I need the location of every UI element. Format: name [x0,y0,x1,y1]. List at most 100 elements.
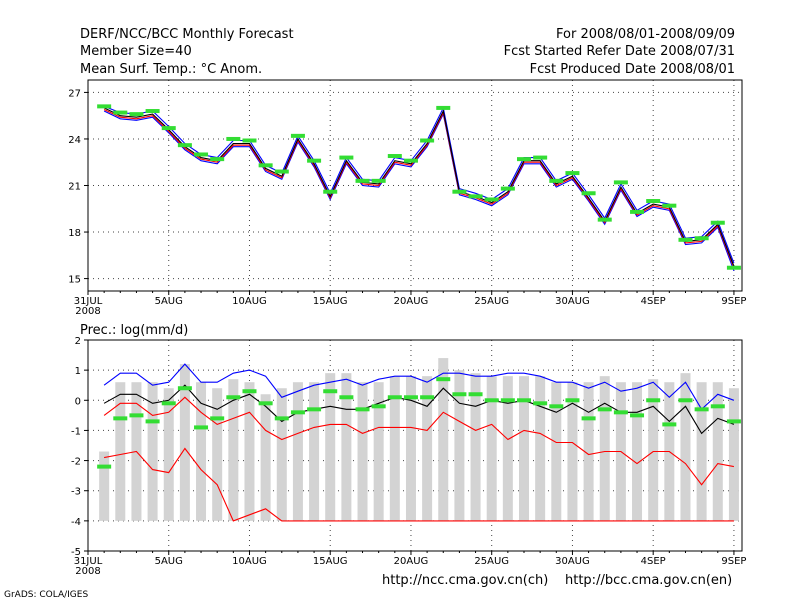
spread-bar [276,388,287,521]
climatology-marker [97,464,112,469]
climatology-marker [161,126,176,131]
climatology-marker [387,395,402,400]
climatology-marker [307,407,322,412]
spread-bar [309,382,320,521]
ncc-url[interactable]: http://ncc.cma.gov.cn(ch) [382,573,548,588]
y-tick-label: -4 [71,517,81,528]
x-tick-label: 10AUG [232,556,267,567]
y-tick-label: 24 [68,135,81,146]
spread-bar [728,388,739,521]
x-tick-label: 25AUG [474,296,509,307]
climatology-marker [258,401,273,406]
spread-bar [519,376,529,521]
spread-bar [373,382,384,521]
spread-bar [680,373,691,521]
spread-bar [583,382,594,521]
spread-bar [712,382,723,521]
climatology-marker [694,407,709,412]
climatology-marker [517,398,531,403]
climatology-marker [452,189,467,194]
climatology-marker [581,416,596,421]
y-tick-label: 15 [68,275,81,286]
climatology-marker [403,395,418,400]
climatology-marker [484,197,499,202]
spread-bar [470,373,481,521]
climatology-marker [517,157,531,162]
spread-bar [551,382,562,521]
climatology-marker [468,194,483,199]
climatology-marker [565,398,580,403]
climatology-marker [420,138,435,143]
climatology-marker [290,133,305,138]
x-tick-label: 20AUG [394,296,429,307]
climatology-marker [468,392,483,397]
x-tick-label: 25AUG [474,556,509,567]
spread-bar [454,370,465,521]
plot-frame [87,339,743,552]
spread-bar [341,373,352,521]
x-tick-label: 31JUL [74,296,103,307]
spread-bar [292,382,303,521]
produced-date: Fcst Produced Date 2008/08/01 [530,62,735,77]
climatology-marker [210,416,225,421]
climatology-marker [177,143,192,148]
y-tick-label: -2 [71,457,81,468]
spread-bar [486,376,497,521]
chart-title: DERF/NCC/BCC Monthly Forecast [80,27,294,42]
y-tick-label: 2 [75,336,81,347]
climatology-marker [323,389,338,394]
x-tick-label: 30AUG [555,296,590,307]
y-tick-label: -1 [71,426,81,437]
climatology-marker [145,109,160,114]
spread-bar [438,358,449,521]
climatology-marker [613,410,628,415]
series-line-lower-2 [103,110,735,271]
climatology-marker [177,386,192,391]
climatology-marker [436,377,451,382]
spread-bar [244,382,255,521]
climatology-marker [97,104,112,109]
x-tick-label: 30AUG [555,556,590,567]
climatology-marker [258,163,273,168]
climatology-marker [113,416,128,421]
climatology-marker [226,136,241,141]
x-tick-label: 10AUG [232,296,267,307]
climatology-marker [290,410,305,415]
climatology-marker [597,407,612,412]
spread-bar [163,388,174,521]
climatology-marker [630,413,645,418]
climatology-marker [646,199,661,204]
climatology-marker [323,189,338,194]
climatology-marker [533,155,548,160]
climatology-marker [710,220,725,225]
x-tick-label: 15AUG [313,556,348,567]
climatology-marker [371,404,386,409]
climatology-marker [597,217,612,222]
bcc-url[interactable]: http://bcc.cma.gov.cn(en) [565,573,732,588]
climatology-marker [726,419,741,424]
precipitation-panel: -5 -4 -3 -2 -1 0 1 2 31JUL 5AUG 10AUG 15AUG 20AUG 25A… [71,336,746,577]
y-tick-label: 1 [75,366,81,377]
precip-title: Prec.: log(mm/d) [80,323,188,338]
climatology-marker [662,422,677,427]
climatology-marker [355,407,370,412]
series-line-lower-2 [103,396,735,486]
y-tick-label: -3 [71,487,81,498]
climatology-marker [161,401,176,406]
climatology-marker [452,392,467,397]
climatology-marker [387,154,402,159]
climatology-marker [646,398,661,403]
spread-bar [228,379,239,521]
climatology-marker [129,112,144,117]
climatology-marker [145,419,160,424]
climatology-marker [242,389,257,394]
climatology-marker [533,401,548,406]
spread-bar [147,382,158,521]
grads-credit: GrADS: COLA/IGES [4,590,88,600]
spread-bar [405,376,416,521]
x-tick-label: 15AUG [313,296,348,307]
climatology-marker [549,404,564,409]
spread-bar [599,376,610,521]
x-tick-label: 4SEP [641,556,666,567]
